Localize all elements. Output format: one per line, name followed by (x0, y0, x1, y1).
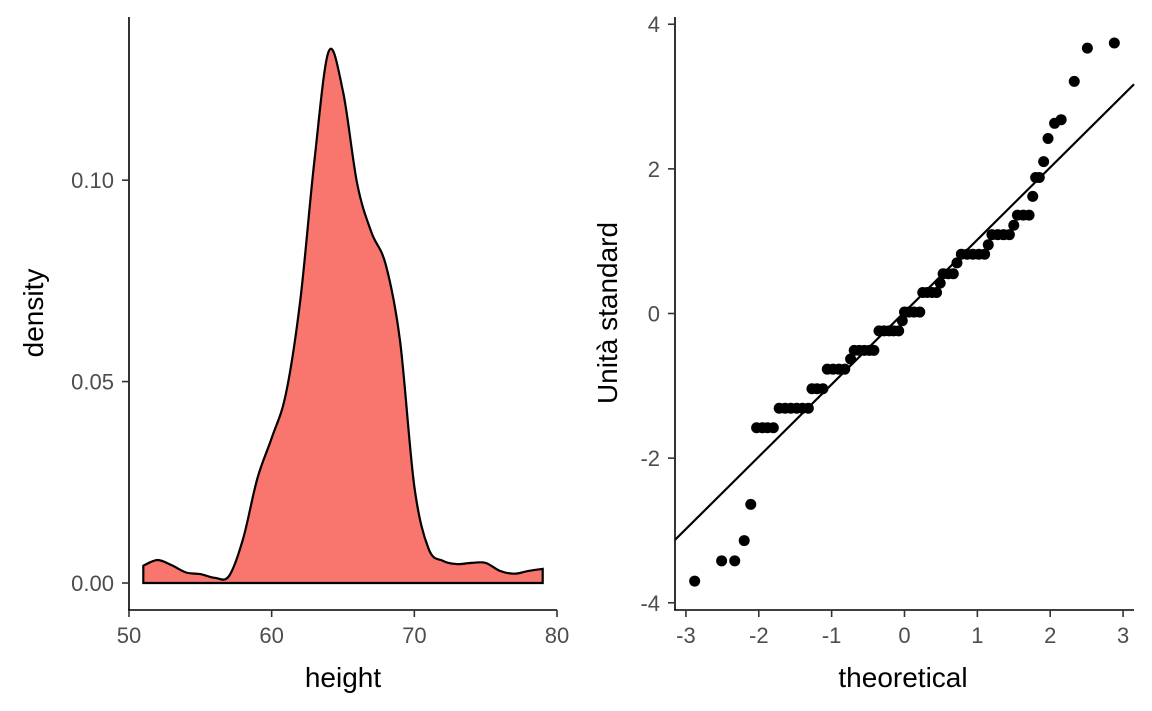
qq-y-ticks: -4 -2 0 2 4 (640, 12, 675, 616)
density-area (142, 47, 544, 585)
qq-point (745, 498, 757, 510)
qq-point (689, 575, 701, 587)
density-x-tick-label: 60 (259, 623, 283, 648)
qq-point (716, 555, 728, 567)
qq-point (1008, 219, 1020, 231)
density-y-axis-title: density (18, 269, 49, 358)
qq-x-ticks: -3 -2 -1 0 1 2 3 (676, 610, 1129, 648)
qq-point (845, 353, 857, 365)
qq-point (1027, 190, 1039, 202)
qq-panel: -3 -2 -1 0 1 2 3 -4 -2 0 2 4 theoretical Unità sta… (592, 12, 1135, 693)
qq-point (738, 535, 750, 547)
density-panel: 50 60 70 80 0.00 0.05 0.10 height density (18, 17, 569, 693)
qq-x-tick-label: 2 (1044, 623, 1056, 648)
qq-y-axis-title: Unità standard (592, 222, 623, 404)
qq-point (951, 257, 963, 269)
density-y-tick-label: 0.05 (71, 370, 114, 395)
qq-y-tick-label: 2 (648, 157, 660, 182)
qq-point (802, 402, 814, 414)
qq-x-tick-label: -2 (749, 623, 769, 648)
qq-point (893, 325, 905, 337)
qq-point (1042, 132, 1054, 144)
qq-point (979, 248, 991, 260)
density-x-tick-label: 50 (117, 623, 141, 648)
qq-point (767, 422, 779, 434)
qq-point (931, 287, 943, 299)
qq-point (1003, 229, 1015, 241)
qq-x-axis-title: theoretical (838, 662, 967, 693)
qq-y-tick-label: 4 (648, 12, 660, 37)
qq-points (689, 37, 1120, 587)
density-y-tick-label: 0.10 (71, 168, 114, 193)
qq-x-tick-label: -3 (676, 623, 696, 648)
qq-x-tick-label: 0 (898, 623, 910, 648)
qq-x-tick-label: 1 (971, 623, 983, 648)
qq-point (839, 363, 851, 375)
qq-point (947, 268, 959, 280)
density-x-tick-label: 80 (545, 623, 569, 648)
qq-point (896, 315, 908, 327)
qq-y-tick-label: 0 (648, 302, 660, 327)
qq-point (934, 277, 946, 289)
density-x-tick-label: 70 (402, 623, 426, 648)
qq-point (1038, 156, 1050, 168)
qq-point (914, 306, 926, 318)
qq-point (868, 344, 880, 356)
density-x-axis-title: height (305, 662, 382, 693)
qq-y-tick-label: -4 (640, 591, 660, 616)
qq-point (729, 555, 741, 567)
qq-point (1068, 75, 1080, 87)
qq-point (982, 239, 994, 251)
density-y-tick-label: 0.00 (71, 571, 114, 596)
qq-y-tick-label: -2 (640, 446, 660, 471)
qq-x-tick-label: -1 (822, 623, 842, 648)
qq-point (1081, 42, 1093, 54)
qq-point (1055, 114, 1067, 126)
qq-x-tick-label: 3 (1117, 623, 1129, 648)
density-y-ticks: 0.00 0.05 0.10 (71, 168, 129, 596)
qq-point (1033, 172, 1045, 184)
qq-point (1023, 209, 1035, 221)
qq-point (1108, 37, 1120, 49)
density-x-ticks: 50 60 70 80 (117, 610, 569, 648)
qq-point (817, 383, 829, 395)
